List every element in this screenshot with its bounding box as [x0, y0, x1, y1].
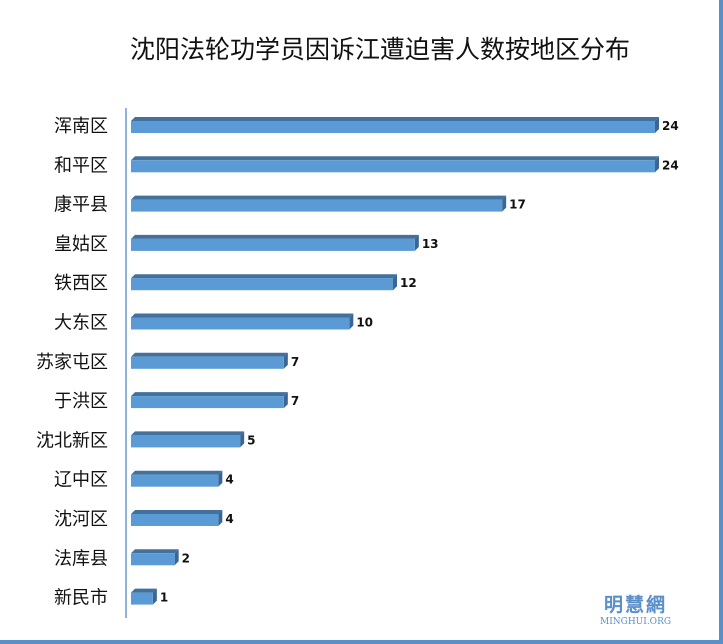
bar-top — [131, 510, 223, 514]
category-label: 和平区 — [54, 155, 108, 176]
bar — [131, 474, 219, 487]
bar — [131, 514, 219, 526]
category-label: 法库县 — [54, 548, 108, 569]
bar — [131, 553, 175, 566]
category-label: 于洪区 — [54, 391, 108, 412]
data-label: 4 — [225, 512, 233, 526]
bar-top — [131, 156, 659, 161]
bar — [131, 278, 393, 291]
category-label: 沈河区 — [54, 509, 108, 530]
category-label: 浑南区 — [54, 116, 108, 137]
data-label: 12 — [400, 276, 417, 290]
chart-title: 沈阳法轮功学员因诉江遭迫害人数按地区分布 — [129, 35, 630, 64]
bar-side — [174, 549, 179, 566]
bar-side — [283, 352, 288, 369]
data-label: 13 — [422, 237, 439, 251]
category-label: 苏家屯区 — [36, 352, 108, 373]
bar-top — [131, 549, 179, 554]
bar — [131, 160, 655, 173]
bar-top — [131, 234, 419, 239]
logo-cn: 明慧網 — [604, 594, 668, 616]
minghui-logo: 明慧網 MINGHUI.ORG — [600, 590, 671, 627]
data-label: 2 — [182, 551, 190, 565]
bar-side — [349, 313, 354, 330]
bar-top — [131, 274, 397, 279]
bar — [131, 356, 284, 369]
category-label: 新民市 — [54, 588, 108, 609]
bar-top — [131, 588, 157, 593]
data-label: 24 — [662, 158, 679, 172]
logo-en: MINGHUI.ORG — [600, 617, 672, 627]
category-label: 大东区 — [54, 313, 108, 334]
bar-top — [131, 392, 288, 397]
data-label: 7 — [291, 355, 299, 369]
bar-side — [152, 588, 157, 605]
data-label: 4 — [225, 473, 233, 487]
category-label: 康平县 — [54, 195, 108, 216]
data-label: 24 — [662, 119, 679, 133]
bar-top — [131, 313, 354, 318]
category-label: 辽中区 — [54, 470, 108, 491]
data-label: 7 — [291, 394, 299, 408]
bar — [131, 435, 241, 448]
bar-top — [131, 117, 659, 121]
data-label: 5 — [247, 433, 255, 447]
data-label: 17 — [509, 198, 526, 212]
bar-side — [240, 431, 245, 448]
bar — [131, 592, 153, 605]
data-label: 1 — [160, 591, 168, 605]
bar — [131, 121, 655, 133]
bar-top — [131, 431, 245, 436]
bar-side — [414, 234, 419, 251]
category-label: 沈北新区 — [36, 430, 108, 451]
bar — [131, 238, 415, 251]
bar-side — [218, 510, 223, 526]
bar-top — [131, 195, 507, 200]
bar-side — [393, 274, 397, 291]
bar-side — [655, 117, 659, 133]
bar — [131, 396, 284, 409]
bar — [131, 317, 350, 330]
category-label: 皇姑区 — [54, 234, 108, 255]
bar-top — [131, 352, 288, 357]
bar — [131, 199, 503, 212]
bar-side — [218, 470, 223, 487]
data-label: 10 — [356, 316, 373, 330]
category-label: 铁西区 — [54, 273, 108, 294]
bar-side — [502, 195, 507, 212]
bar-side — [283, 392, 288, 409]
bar-side — [655, 156, 659, 173]
bar-top — [131, 470, 223, 475]
